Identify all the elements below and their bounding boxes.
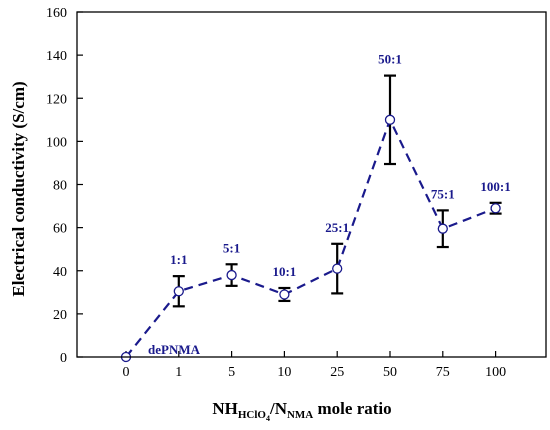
point-label: 25:1 xyxy=(325,220,349,235)
y-tick-label: 80 xyxy=(53,179,67,194)
x-tick-label: 0 xyxy=(123,365,130,380)
point-label: 100:1 xyxy=(480,179,510,194)
y-tick-label: 0 xyxy=(60,351,67,366)
y-axis-label: Electrical conductivity (S/cm) xyxy=(9,81,28,296)
x-tick-label: 1 xyxy=(175,365,182,380)
x-tick-label: 75 xyxy=(436,365,450,380)
x-tick-label: 10 xyxy=(277,365,291,380)
data-point xyxy=(279,289,290,300)
y-tick-label: 120 xyxy=(46,92,67,107)
point-labels: dePNMA 1:1 5:1 10:1 25:1 50:1 75:1 100:1 xyxy=(148,52,511,357)
point-label: dePNMA xyxy=(148,342,201,357)
x-tick-label: 50 xyxy=(383,365,397,380)
y-tick-label: 20 xyxy=(53,308,67,323)
y-tick-label: 40 xyxy=(53,265,67,280)
data-point xyxy=(490,203,501,214)
point-label: 5:1 xyxy=(223,240,240,255)
data-point xyxy=(226,269,237,281)
data-point xyxy=(437,223,448,234)
x-axis-label: NHHClO4/NNMA mole ratio xyxy=(212,399,391,423)
data-point xyxy=(332,263,343,274)
x-tick-label: 25 xyxy=(330,365,344,380)
y-tick-label: 100 xyxy=(46,135,67,150)
plot-frame xyxy=(76,11,547,358)
data-point xyxy=(173,286,184,297)
x-tick-label: 100 xyxy=(485,365,506,380)
y-tick-label: 160 xyxy=(46,6,67,21)
point-label: 1:1 xyxy=(170,252,187,267)
point-label: 50:1 xyxy=(378,52,402,67)
y-tick-label: 60 xyxy=(53,222,67,237)
point-label: 10:1 xyxy=(272,264,296,279)
series-line xyxy=(125,116,496,358)
y-axis-ticks: 0 20 40 60 80 100 120 140 160 xyxy=(46,6,83,366)
data-point xyxy=(384,114,396,125)
x-tick-label: 5 xyxy=(228,365,235,380)
y-tick-label: 140 xyxy=(46,49,67,64)
point-label: 75:1 xyxy=(431,186,455,201)
